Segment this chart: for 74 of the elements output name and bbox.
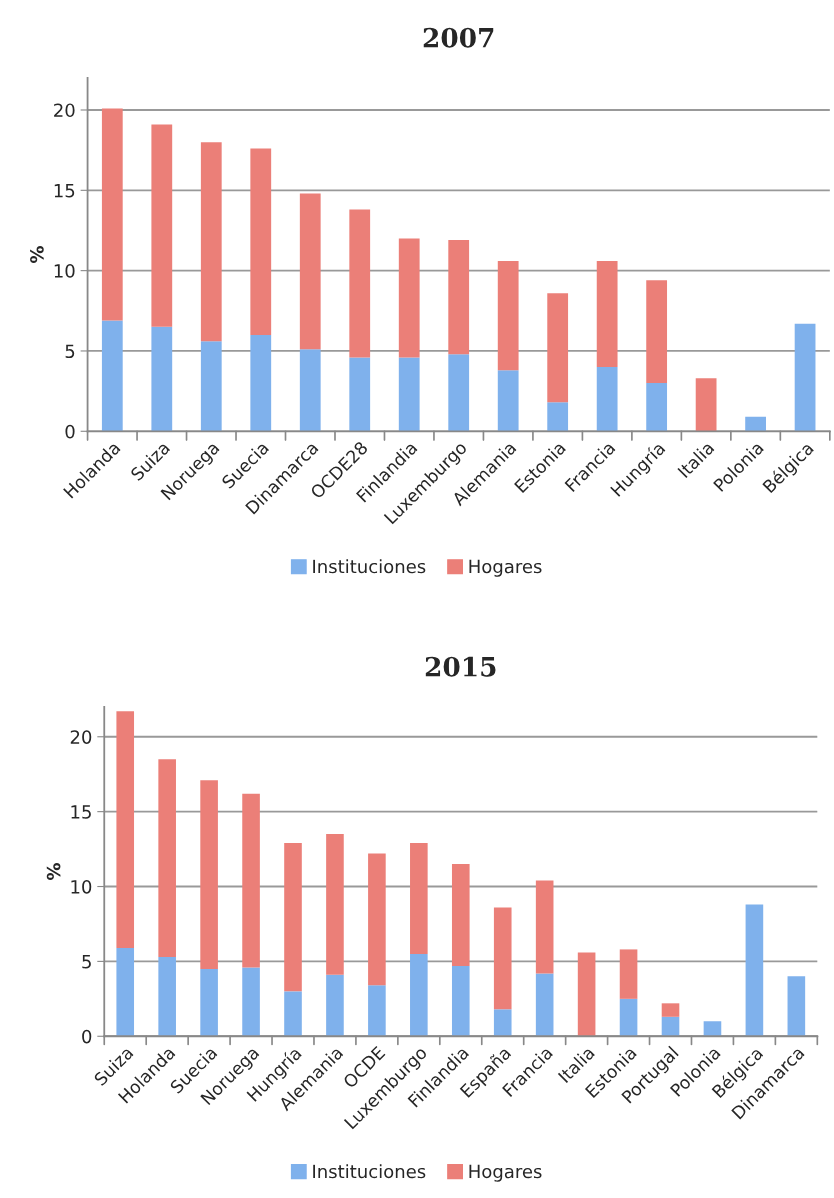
bar bbox=[646, 383, 668, 432]
bar bbox=[535, 973, 554, 1037]
bar bbox=[242, 967, 260, 1037]
y-tick-label: 20 bbox=[54, 103, 75, 118]
legend-label: Instituciones bbox=[313, 559, 426, 574]
bar bbox=[116, 711, 135, 948]
bar bbox=[497, 370, 519, 432]
y-tick-label: 0 bbox=[65, 424, 75, 439]
legend-label: Instituciones bbox=[313, 1164, 426, 1179]
bar bbox=[284, 843, 302, 992]
y-tick-label: 20 bbox=[70, 730, 92, 744]
bar bbox=[619, 949, 638, 999]
bar bbox=[547, 402, 569, 432]
bar bbox=[200, 780, 218, 969]
bar bbox=[448, 240, 470, 355]
bar bbox=[448, 354, 470, 432]
y-tick-label: 5 bbox=[65, 344, 75, 359]
y-axis-title: % bbox=[30, 246, 44, 264]
bar bbox=[250, 334, 272, 432]
bar bbox=[326, 834, 344, 975]
bar bbox=[497, 261, 519, 371]
bar bbox=[493, 1009, 512, 1037]
bar bbox=[695, 378, 717, 432]
chart-title: 2015 bbox=[425, 656, 496, 677]
bar bbox=[250, 148, 272, 335]
bar bbox=[596, 261, 618, 368]
bar bbox=[535, 880, 554, 974]
y-tick-label: 5 bbox=[82, 955, 91, 969]
bar bbox=[596, 367, 618, 432]
bar bbox=[299, 349, 321, 432]
bar bbox=[151, 326, 173, 432]
bar bbox=[703, 1021, 722, 1037]
legend-label: Hogares bbox=[469, 559, 542, 577]
bar bbox=[410, 843, 428, 954]
bar bbox=[368, 853, 386, 986]
y-tick-label: 15 bbox=[71, 805, 91, 819]
bar bbox=[368, 985, 386, 1037]
bar bbox=[284, 991, 302, 1037]
bar bbox=[158, 759, 176, 957]
bar bbox=[200, 968, 218, 1037]
bar bbox=[577, 952, 596, 1037]
bar bbox=[151, 124, 173, 327]
bar bbox=[200, 142, 222, 342]
bar bbox=[101, 320, 123, 432]
legend-label: Hogares bbox=[469, 1164, 542, 1182]
bar bbox=[349, 357, 371, 432]
bar bbox=[116, 947, 135, 1037]
bar bbox=[326, 974, 344, 1037]
chart-title: 2007 bbox=[423, 27, 494, 48]
bar bbox=[410, 953, 428, 1037]
bar bbox=[158, 956, 176, 1037]
y-tick-label: 10 bbox=[71, 879, 92, 894]
y-axis-title: % bbox=[46, 863, 61, 881]
bar bbox=[242, 793, 260, 968]
bar bbox=[547, 293, 569, 403]
bar bbox=[745, 904, 764, 1037]
bar bbox=[398, 238, 420, 358]
bar bbox=[349, 209, 371, 358]
bar bbox=[646, 280, 668, 384]
bar bbox=[745, 416, 766, 432]
bar bbox=[493, 907, 512, 1010]
bar bbox=[451, 965, 470, 1037]
bar bbox=[299, 193, 321, 350]
bar bbox=[794, 323, 816, 432]
y-tick-label: 0 bbox=[82, 1029, 92, 1044]
y-tick-label: 10 bbox=[54, 264, 75, 278]
bar bbox=[619, 998, 638, 1037]
bar bbox=[451, 864, 470, 966]
y-tick-label: 15 bbox=[54, 184, 75, 198]
bar bbox=[787, 976, 806, 1037]
bar bbox=[101, 108, 123, 321]
bar bbox=[661, 1003, 680, 1017]
bar bbox=[200, 341, 222, 432]
bar bbox=[398, 357, 420, 432]
